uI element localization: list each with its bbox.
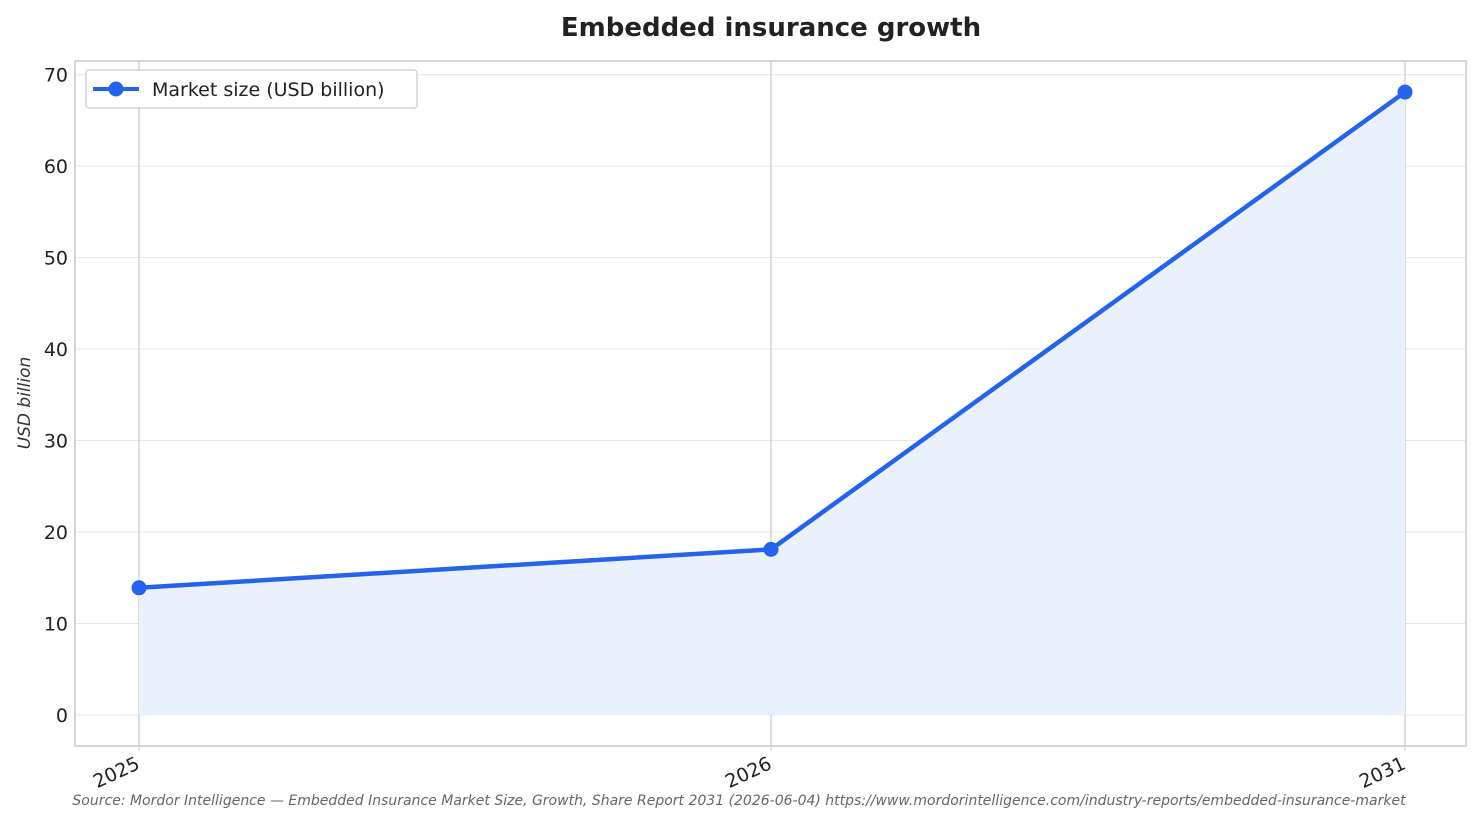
y-tick-label: 40 (44, 339, 68, 361)
y-tick-label: 70 (44, 65, 68, 87)
chart-title: Embedded insurance growth (561, 13, 981, 43)
y-tick-label: 30 (44, 431, 68, 453)
area-shape (139, 92, 1405, 715)
x-tick-label: 2026 (722, 753, 775, 793)
x-axis-ticks: 2025 2026 2031 (90, 746, 1409, 793)
data-points (131, 84, 1413, 596)
y-tick-label: 0 (56, 705, 68, 727)
source-note: Source: Mordor Intelligence — Embedded I… (72, 793, 1406, 809)
data-point-2031 (1397, 84, 1413, 100)
y-tick-label: 20 (44, 522, 68, 544)
area-fill (139, 92, 1405, 715)
legend: Market size (USD billion) (85, 69, 418, 109)
y-axis-ticks: 0 10 20 30 40 50 60 70 (44, 65, 68, 727)
data-point-2026 (763, 541, 779, 557)
y-tick-label: 10 (44, 613, 68, 635)
x-tick-label: 2031 (1356, 753, 1409, 793)
legend-box (85, 69, 418, 109)
y-tick-label: 50 (44, 248, 68, 270)
y-tick-label: 60 (44, 156, 68, 178)
legend-entry: Market size (USD billion) (152, 79, 385, 101)
data-point-2025 (131, 580, 147, 596)
legend-marker-swatch (108, 81, 124, 97)
y-axis-label: USD billion (15, 357, 35, 450)
x-tick-label: 2025 (90, 753, 143, 793)
